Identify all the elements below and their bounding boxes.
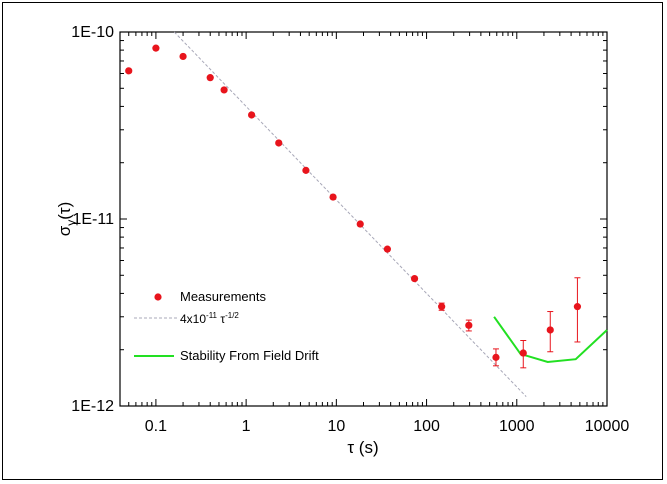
ticks: 0.1 1 10 100 1000 10000 1E-10 1E-11 1E-12: [71, 24, 629, 435]
data-point: [275, 139, 283, 147]
x-axis-label: τ (s): [347, 438, 378, 457]
data-point: [329, 193, 337, 201]
legend-marker-measurements: [154, 293, 162, 301]
x-tick-label: 1: [242, 418, 251, 435]
x-tick-label: 1000: [499, 418, 535, 435]
y-axis-label: σy(τ): [55, 202, 78, 237]
data-point: [206, 74, 214, 82]
legend-label-field-drift: Stability From Field Drift: [180, 348, 319, 363]
data-point: [302, 166, 310, 174]
data-point: [492, 353, 500, 361]
x-tick-label: 0.1: [145, 418, 167, 435]
y-tick-label: 1E-11: [72, 211, 114, 228]
data-point: [356, 220, 364, 228]
data-point: [247, 111, 256, 119]
data-point: [152, 44, 160, 52]
x-tick-label: 10000: [585, 418, 630, 435]
fit-line: [173, 31, 527, 397]
y-tick-label: 1E-10: [71, 24, 114, 41]
field-drift-line: [493, 316, 608, 364]
data-point: [220, 86, 228, 94]
data-point: [125, 67, 133, 75]
data-point: [383, 245, 391, 253]
data-point: [573, 303, 582, 311]
x-tick-label: 100: [413, 418, 440, 435]
data-point: [179, 52, 187, 61]
series: [125, 31, 608, 397]
data-point: [465, 321, 473, 329]
data-point: [546, 326, 554, 334]
svg-text:σy(τ): σy(τ): [55, 202, 78, 237]
data-point: [438, 303, 446, 311]
legend: Measurements 4x10-11 τ-1/2 Stability Fro…: [134, 289, 319, 363]
legend-label-measurements: Measurements: [180, 289, 266, 304]
data-point: [519, 349, 527, 357]
chart-frame: [2, 2, 663, 480]
x-tick-label: 10: [327, 418, 345, 435]
y-tick-label: 1E-12: [71, 398, 114, 415]
legend-label-fit: 4x10-11 τ-1/2: [180, 311, 239, 326]
data-point: [410, 275, 419, 283]
